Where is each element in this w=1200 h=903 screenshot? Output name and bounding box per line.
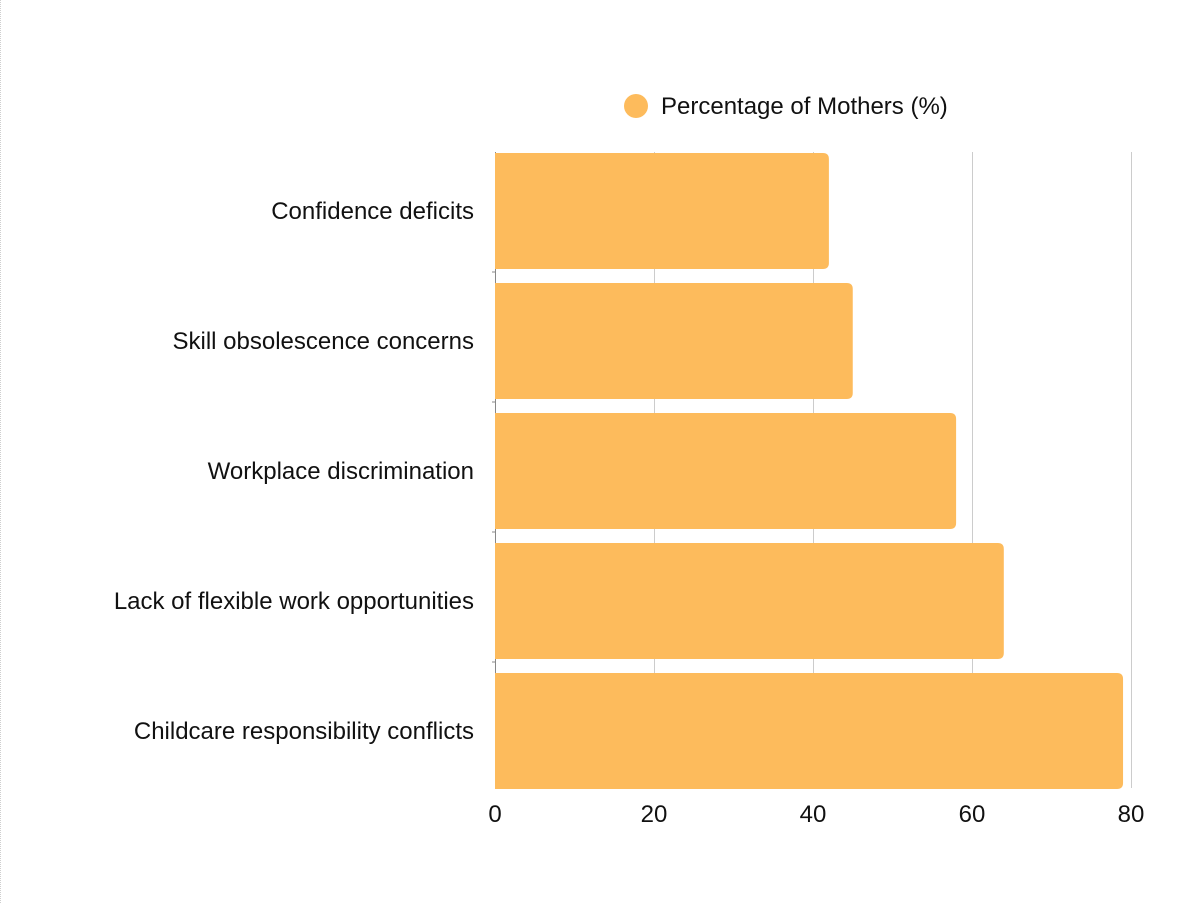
x-axis-ticks: 0 20 40 60 80 bbox=[488, 801, 1144, 828]
legend-label: Percentage of Mothers (%) bbox=[661, 93, 948, 120]
x-tick-label: 20 bbox=[641, 801, 668, 828]
category-label: Childcare responsibility conflicts bbox=[134, 718, 474, 745]
x-tick-label: 0 bbox=[488, 801, 501, 828]
category-label: Confidence deficits bbox=[271, 198, 474, 225]
legend: Percentage of Mothers (%) bbox=[624, 93, 948, 120]
bars-layer bbox=[495, 153, 1124, 789]
page-border bbox=[0, 0, 2, 903]
bar-lack-of-flexible-work-opportunities[interactable] bbox=[495, 543, 1004, 659]
bar-workplace-discrimination[interactable] bbox=[495, 413, 957, 529]
bar-confidence-deficits[interactable] bbox=[495, 153, 829, 269]
bar-skill-obsolescence-concerns[interactable] bbox=[495, 283, 853, 399]
x-tick-label: 60 bbox=[959, 801, 986, 828]
category-labels: Confidence deficits Skill obsolescence co… bbox=[114, 198, 474, 745]
category-label: Lack of flexible work opportunities bbox=[114, 588, 474, 615]
x-tick-label: 80 bbox=[1118, 801, 1145, 828]
bar-childcare-responsibility-conflicts[interactable] bbox=[495, 673, 1124, 789]
category-label: Skill obsolescence concerns bbox=[173, 328, 475, 355]
x-tick-label: 40 bbox=[800, 801, 827, 828]
category-label: Workplace discrimination bbox=[208, 458, 474, 485]
legend-swatch bbox=[624, 94, 648, 118]
